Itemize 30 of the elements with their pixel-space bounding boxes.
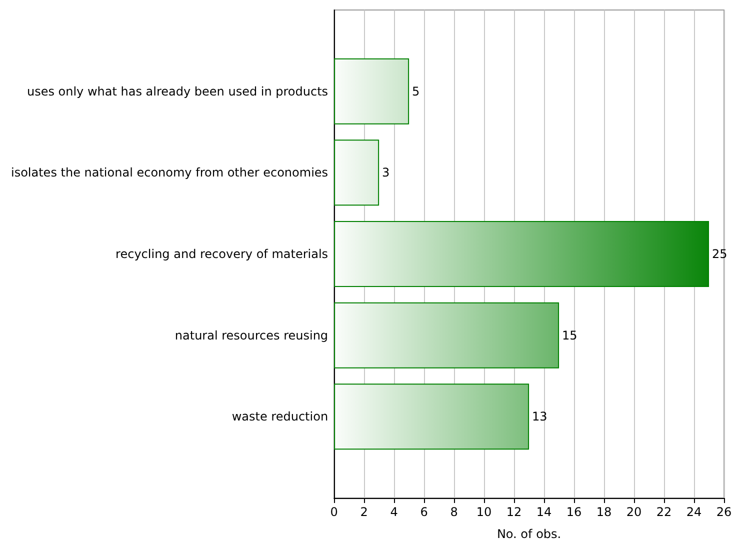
y-tick-label: uses only what has already been used in products	[26, 84, 328, 98]
x-tick-label: 4	[390, 505, 398, 519]
bar	[334, 221, 709, 287]
bar	[334, 384, 530, 450]
data-label: 15	[562, 328, 578, 342]
y-tick-label: natural resources reusing	[174, 328, 328, 342]
x-tick-label: 14	[536, 505, 552, 519]
y-tick-label: waste reduction	[232, 410, 328, 424]
data-label: 13	[532, 410, 548, 424]
x-tick-label: 26	[716, 505, 732, 519]
y-tick-label: isolates the national economy from other economies	[10, 166, 328, 180]
x-tick-label: 0	[330, 505, 338, 519]
x-axis-title: No. of obs.	[496, 527, 562, 541]
x-tick-label: 18	[596, 505, 612, 519]
data-label: 5	[412, 84, 420, 98]
x-tick-label: 2	[360, 505, 368, 519]
x-tick-label: 20	[626, 505, 642, 519]
x-tick-label: 6	[420, 505, 428, 519]
data-label: 25	[712, 247, 728, 261]
x-tick-label: 22	[656, 505, 672, 519]
bar	[334, 58, 410, 124]
x-tick-label: 24	[686, 505, 702, 519]
bar	[334, 302, 560, 368]
x-tick-label: 16	[566, 505, 582, 519]
x-tick-label: 8	[450, 505, 458, 519]
y-tick-label: recycling and recovery of materials	[116, 247, 328, 261]
x-tick-label: 10	[476, 505, 492, 519]
bar	[334, 140, 380, 206]
data-label: 3	[382, 166, 390, 180]
x-tick-label: 12	[506, 505, 522, 519]
